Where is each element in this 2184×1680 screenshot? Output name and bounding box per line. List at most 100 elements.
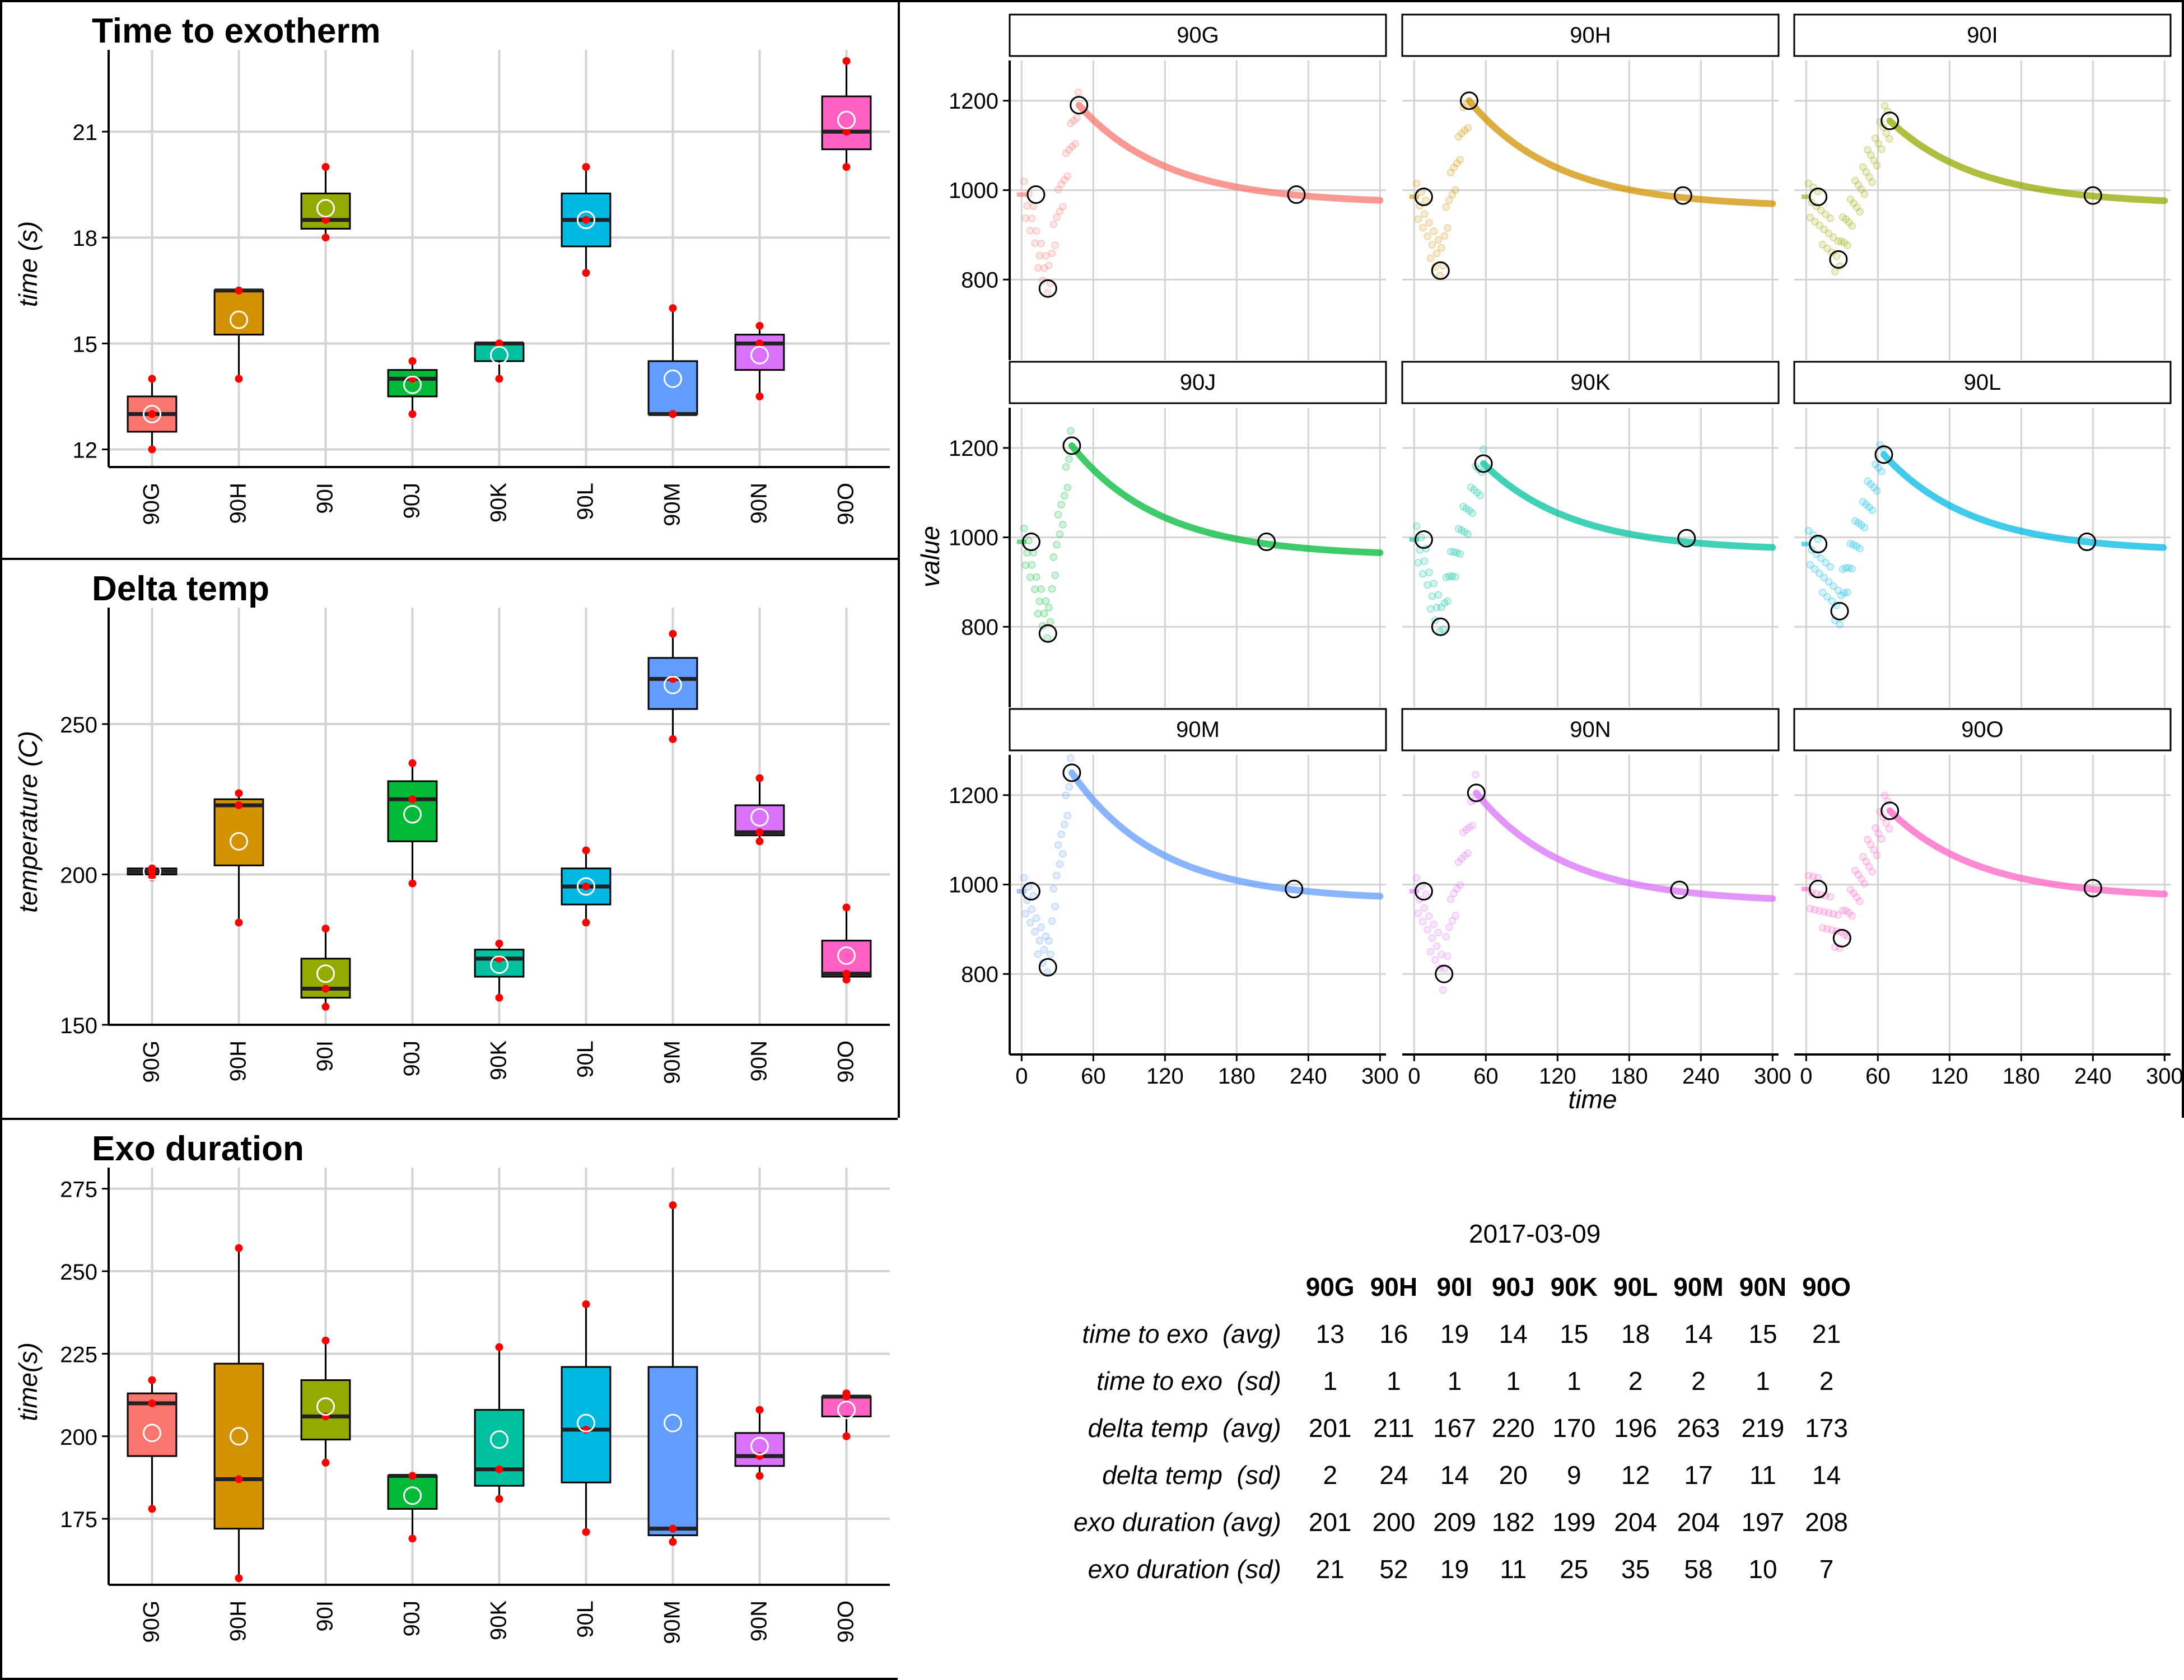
scatter-point: [1864, 836, 1872, 843]
key-point-marker: [1414, 882, 1433, 901]
scatter-point: [1844, 241, 1851, 249]
table-cell: 17: [1684, 1460, 1713, 1490]
scatter-point: [1458, 129, 1466, 138]
facet-90N: 90N 0 60 120 180 240 300: [1401, 708, 1791, 1089]
value-vs-time-facet-panel: value time 90G 800 1000 1200 90H 90I 90J 800 1000 1…: [898, 0, 2184, 1120]
table-cell: 201: [1308, 1508, 1352, 1537]
value-curve: [1075, 101, 1384, 204]
scatter-point: [1864, 477, 1872, 486]
data-point: [755, 837, 764, 846]
scatter-point: [1045, 262, 1053, 270]
scatter-point: [1439, 986, 1447, 994]
x-tick-label: 300: [2146, 1064, 2182, 1089]
x-tick-label: 60: [1865, 1064, 1891, 1089]
scatter-point: [1045, 604, 1053, 612]
scatter-point: [1445, 572, 1453, 580]
key-point-marker: [1809, 880, 1828, 899]
scatter-point: [1448, 190, 1457, 199]
table-cell: 19: [1440, 1319, 1469, 1348]
key-point-marker: [1809, 535, 1828, 554]
scatter-point: [1418, 917, 1427, 926]
key-point-marker: [1435, 964, 1454, 983]
y-tick-label: 12: [73, 438, 98, 463]
scatter-point: [1424, 926, 1431, 934]
scatter-point: [1035, 251, 1044, 260]
scatter-point: [1060, 492, 1068, 500]
scatter-point: [1034, 610, 1042, 618]
scatter-point: [1412, 522, 1421, 530]
box-90K: [474, 949, 525, 978]
scatter-point: [1021, 561, 1030, 570]
x-tick-label: 90K: [487, 1600, 511, 1640]
scatter-point: [1460, 852, 1469, 860]
table-cell: 2: [1628, 1366, 1643, 1396]
table-cell: 196: [1614, 1413, 1657, 1443]
scatter-point: [1868, 178, 1877, 186]
data-point: [408, 410, 417, 418]
scatter-point: [1850, 199, 1858, 207]
x-tick-label: 90O: [834, 483, 858, 525]
facet-90G: 90G 800 1000 1200: [949, 13, 1387, 360]
scatter-point: [1054, 185, 1062, 194]
scatter-point: [1866, 480, 1875, 488]
data-point: [582, 918, 590, 927]
scatter-point: [1826, 563, 1835, 571]
x-tick-label: 180: [1611, 1064, 1648, 1089]
scatter-point: [1442, 573, 1450, 581]
scatter-point: [1438, 603, 1445, 612]
table-cell: 52: [1379, 1555, 1408, 1584]
table-cell: 1: [1567, 1366, 1581, 1396]
x-tick-label: 90M: [660, 1600, 685, 1644]
scatter-point: [1425, 912, 1433, 920]
table-cell: 204: [1677, 1508, 1720, 1537]
scatter-point: [1444, 952, 1452, 960]
mean-marker: [750, 808, 769, 827]
value-curve: [1068, 442, 1384, 556]
scatter-point: [1428, 934, 1436, 942]
data-point: [408, 1472, 417, 1480]
scatter-point: [1026, 227, 1034, 235]
scatter-point: [1445, 923, 1453, 931]
scatter-point: [1446, 548, 1455, 556]
facet-strip: [1009, 708, 1387, 752]
facet-strip-label: 90I: [1967, 23, 1998, 48]
scatter-point: [1846, 195, 1855, 203]
table-cell: 167: [1433, 1413, 1476, 1443]
data-point: [582, 846, 590, 855]
data-point: [842, 1389, 851, 1398]
key-point-marker: [1467, 783, 1486, 802]
key-point-marker: [2083, 879, 2102, 898]
data-point: [495, 1465, 503, 1473]
scatter-point: [1434, 928, 1443, 937]
scatter-point: [1057, 180, 1065, 188]
data-point: [582, 216, 590, 224]
table-cell: 199: [1552, 1508, 1596, 1537]
data-point: [321, 1458, 330, 1467]
table-cell: 1: [1506, 1366, 1521, 1396]
scatter-point: [1858, 185, 1865, 194]
scatter-point: [1454, 525, 1463, 533]
key-point-marker: [1257, 533, 1276, 552]
scatter-point: [1023, 202, 1031, 210]
key-point-marker: [1021, 882, 1040, 901]
scatter-point: [1048, 249, 1056, 258]
scatter-point: [1824, 578, 1833, 586]
scatter-point: [1878, 468, 1886, 475]
y-tick-label: 800: [961, 615, 998, 640]
data-point: [842, 128, 851, 136]
key-point-marker: [1673, 186, 1692, 205]
scatter-point: [1062, 463, 1070, 471]
scatter-point: [1866, 151, 1875, 159]
key-point-marker: [1414, 530, 1433, 549]
scatter-point: [1450, 548, 1458, 556]
key-point-marker: [1062, 763, 1081, 782]
data-point: [842, 1432, 851, 1440]
scatter-point: [1874, 829, 1883, 837]
scatter-point: [1834, 237, 1842, 245]
scatter-point: [1431, 956, 1439, 964]
summary-table: 90G 90H 90I 90J 90K 90L 90M 90N 90O time to exo …: [1066, 1263, 1859, 1593]
x-tick-label: 240: [2074, 1064, 2112, 1089]
data-point: [669, 1538, 677, 1546]
table-cell: 14: [1684, 1319, 1713, 1348]
data-point: [408, 795, 417, 804]
